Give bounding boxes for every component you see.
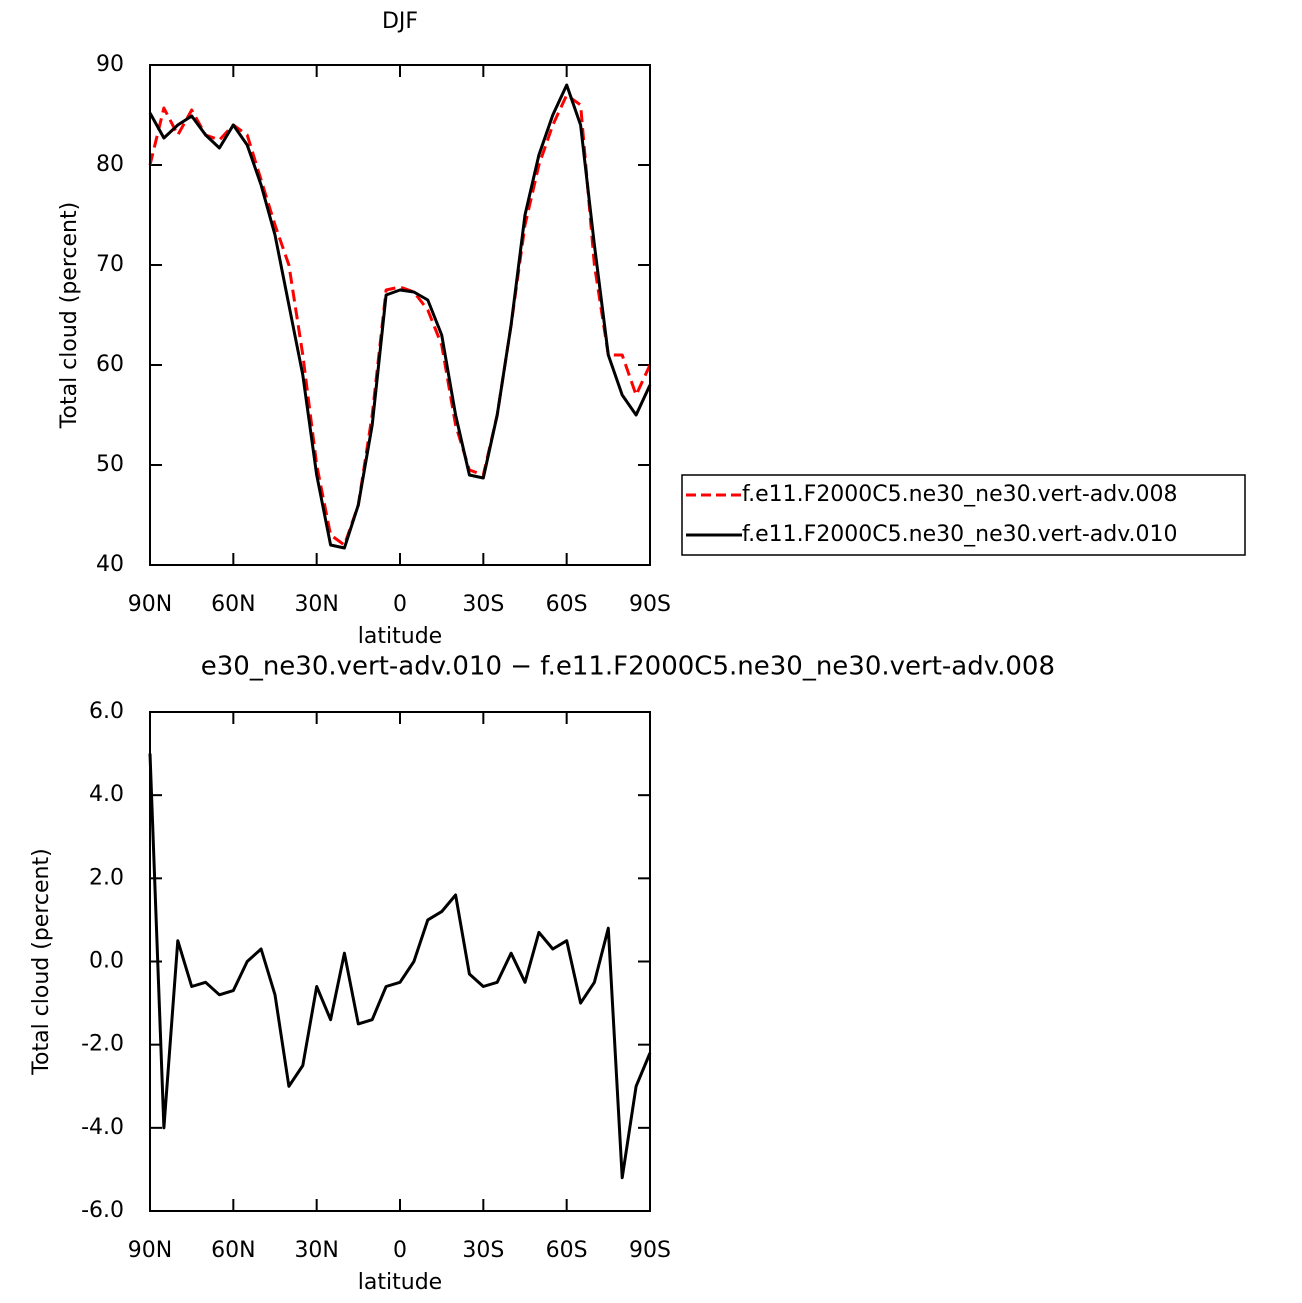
x-tick-label: 0 (393, 1238, 407, 1263)
legend-label: f.e11.F2000C5.ne30_ne30.vert-adv.010 (742, 522, 1178, 547)
y-axis-label: Total cloud (percent) (57, 202, 82, 429)
y-tick-label: 40 (96, 552, 124, 577)
x-tick-label: 0 (393, 592, 407, 617)
x-tick-label: 90N (128, 1238, 172, 1263)
y-tick-label: 0.0 (89, 949, 124, 974)
y-tick-label: 2.0 (89, 865, 124, 890)
x-tick-label: 30S (462, 592, 504, 617)
legend-box (681, 474, 1246, 556)
x-tick-label: 60S (546, 592, 588, 617)
y-tick-label: -2.0 (81, 1032, 124, 1057)
x-axis-label: latitude (358, 624, 442, 649)
y-tick-label: 90 (96, 52, 124, 77)
x-tick-label: 30N (294, 1238, 338, 1263)
data-line (148, 83, 652, 550)
x-tick-label: 90N (128, 592, 172, 617)
y-tick-label: 60 (96, 352, 124, 377)
legend-label: f.e11.F2000C5.ne30_ne30.vert-adv.008 (742, 482, 1178, 507)
y-tick-label: 70 (96, 252, 124, 277)
y-tick-label: 6.0 (89, 699, 124, 724)
x-tick-label: 60N (211, 1238, 255, 1263)
x-tick-label: 90S (629, 1238, 671, 1263)
plot-frame (149, 711, 651, 1212)
x-axis-label: latitude (358, 1270, 442, 1295)
plot-frame (149, 64, 651, 566)
x-tick-label: 60S (546, 1238, 588, 1263)
y-tick-label: -6.0 (81, 1198, 124, 1223)
chart-title: DJF (382, 9, 418, 34)
y-tick-label: -4.0 (81, 1115, 124, 1140)
x-tick-label: 30N (294, 592, 338, 617)
chart-title: e30_ne30.vert-adv.010 − f.e11.F2000C5.ne… (201, 652, 1055, 682)
x-tick-label: 90S (629, 592, 671, 617)
y-axis-label: Total cloud (percent) (29, 848, 54, 1075)
y-tick-label: 50 (96, 452, 124, 477)
data-line (148, 93, 652, 547)
y-tick-label: 80 (96, 152, 124, 177)
x-tick-label: 60N (211, 592, 255, 617)
x-tick-label: 30S (462, 1238, 504, 1263)
data-line (148, 753, 652, 1180)
y-tick-label: 4.0 (89, 782, 124, 807)
